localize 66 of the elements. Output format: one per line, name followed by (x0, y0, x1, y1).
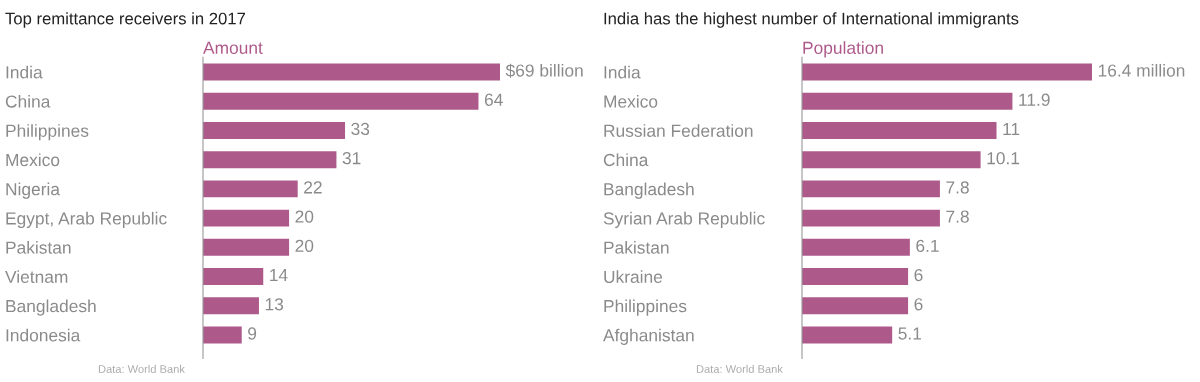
data-label: 33 (351, 122, 370, 136)
series-label: Population (803, 41, 883, 58)
bar (203, 151, 337, 169)
bar (203, 209, 290, 227)
data-label: 11 (1003, 123, 1020, 135)
bar (203, 268, 264, 286)
y-tick-label: Russian Federation (604, 124, 753, 137)
text: Data: World Bank (98, 364, 185, 373)
bar (203, 238, 290, 256)
bar (802, 180, 940, 198)
y-tick-label: Afghanistan (603, 328, 694, 345)
text: Data: World Bank (696, 364, 783, 373)
data-label: $69 billion (505, 63, 583, 78)
bar (203, 63, 500, 81)
y-tick-label: Pakistan (6, 241, 71, 254)
y-tick-label: China (5, 94, 51, 108)
data-label: 11.9 (1019, 93, 1050, 106)
bar (802, 268, 909, 286)
y-tick-label: India (604, 65, 641, 79)
bar (802, 326, 893, 344)
bar (203, 180, 298, 198)
data-label: 7.8 (946, 210, 969, 223)
data-label: 6.1 (916, 239, 939, 252)
y-tick-label: Bangladesh (604, 182, 694, 199)
bar (203, 92, 479, 110)
chart-title: Top remittance receivers in 2017 (5, 12, 246, 28)
bar (802, 63, 1092, 81)
bar (802, 297, 909, 315)
y-tick-label: Ukraine (604, 270, 663, 284)
series-label: Amount (203, 41, 263, 54)
y-tick-label: Indonesia (6, 328, 81, 342)
data-label: 9 (248, 327, 257, 340)
data-label: 6 (914, 298, 923, 311)
y-tick-label: Mexico (6, 153, 60, 167)
bar (203, 297, 259, 315)
data-label: 14 (270, 269, 288, 282)
data-label: 20 (295, 210, 314, 223)
y-tick-label: Vietnam (5, 270, 68, 284)
data-label: 64 (484, 93, 503, 106)
y-tick-label: India (6, 65, 43, 79)
y-tick-label: Syrian Arab Republic (603, 211, 765, 228)
bar (802, 121, 997, 139)
y-tick-label: Philippines (604, 299, 687, 316)
bar (203, 121, 346, 139)
y-tick-label: Nigeria (6, 182, 60, 199)
bar (802, 238, 910, 256)
chart-title: India has the highest number of International immigrants (604, 12, 1019, 28)
bar (802, 209, 940, 227)
y-tick-label: Pakistan (604, 241, 669, 254)
data-label: 13 (265, 298, 284, 311)
y-tick-label: Philippines (6, 124, 89, 141)
data-label: 6 (914, 268, 923, 282)
data-label: 16.4 million (1098, 63, 1185, 77)
data-label: 20 (295, 239, 314, 252)
bar (802, 92, 1013, 110)
y-tick-label: Bangladesh (6, 299, 96, 316)
bar (802, 151, 981, 169)
data-label: 7.8 (946, 181, 969, 194)
data-label: 31 (342, 152, 361, 165)
y-tick-label: China (603, 153, 649, 167)
data-label: 10.1 (987, 152, 1020, 165)
data-label: 5.1 (898, 327, 922, 340)
data-label: 22 (304, 181, 322, 194)
bar (203, 326, 242, 344)
y-tick-label: Egypt, Arab Republic (6, 211, 167, 228)
y-tick-label: Mexico (604, 94, 658, 108)
